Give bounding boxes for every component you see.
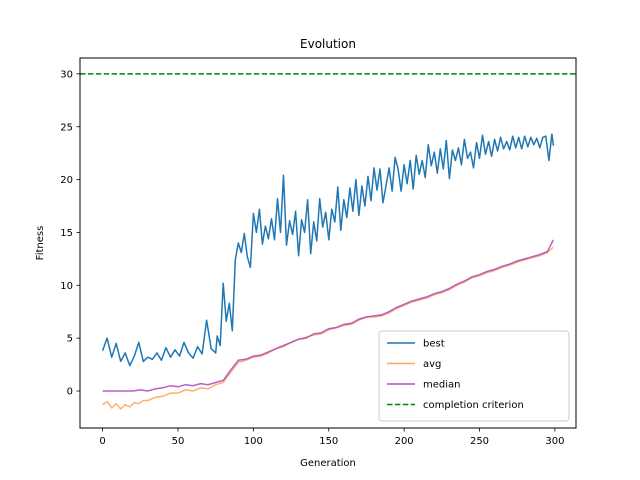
x-axis-title: Generation <box>300 458 356 469</box>
legend-label-median: median <box>423 380 461 391</box>
series-line-avg <box>102 246 554 410</box>
axes-layer: 0 50 100 150 200 250 300 0 5 10 15 20 25 30 <box>60 69 564 447</box>
legend-label-best: best <box>423 339 445 350</box>
series-layer <box>80 73 576 410</box>
legend-label-avg: avg <box>423 359 441 370</box>
x-tick-label: 250 <box>470 436 489 447</box>
x-tick-label: 200 <box>395 436 414 447</box>
y-tick-label: 0 <box>67 387 73 398</box>
plot-frame <box>79 57 577 429</box>
series-line-median <box>102 239 555 392</box>
x-tick-label: 150 <box>319 436 338 447</box>
x-tick-label: 0 <box>99 436 105 447</box>
y-tick-label: 5 <box>67 334 73 345</box>
y-tick-label: 30 <box>60 69 73 80</box>
legend-box <box>378 330 570 422</box>
y-tick-label: 20 <box>60 175 73 186</box>
series-line-best <box>101 133 555 367</box>
chart-title: Evolution <box>300 37 356 51</box>
legend: best avg median completion criterion <box>378 330 570 422</box>
y-tick-label: 25 <box>60 122 73 133</box>
x-tick-label: 300 <box>545 436 564 447</box>
y-tick-label: 15 <box>60 228 73 239</box>
y-tick-label: 10 <box>60 281 73 292</box>
x-tick-label: 50 <box>172 436 185 447</box>
y-axis-title: Fitness <box>35 226 46 261</box>
x-tick-label: 100 <box>244 436 263 447</box>
legend-label-completion-criterion: completion criterion <box>423 400 524 411</box>
